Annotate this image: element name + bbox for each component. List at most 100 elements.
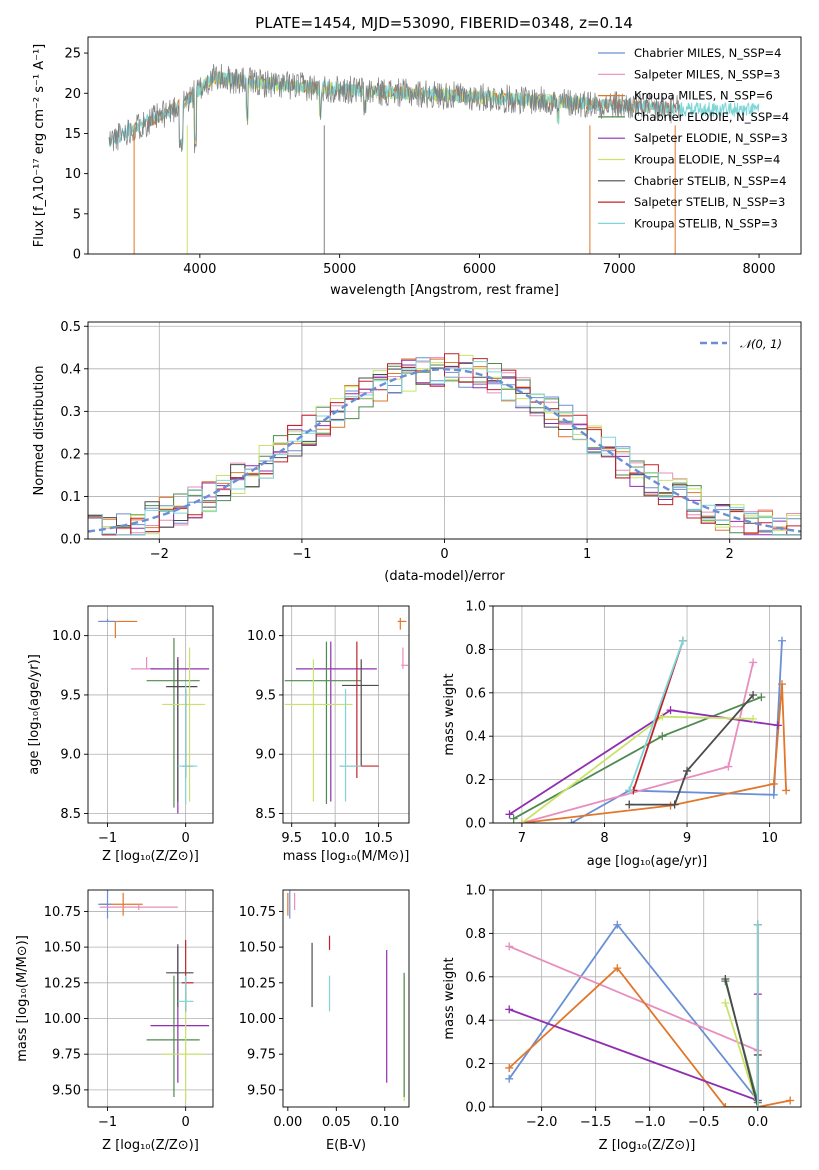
x-tick-label: 0.00 (273, 1115, 302, 1130)
weight-marker-cyan (678, 636, 687, 645)
plot-area (284, 617, 409, 805)
x-axis-label: wavelength [Angstrom, rest frame] (330, 283, 559, 298)
x-axis-label: E(B-V) (326, 1138, 366, 1153)
y-axis-label: mass weight (442, 957, 457, 1039)
x-tick-label: 0 (182, 831, 190, 846)
y-tick-label: 0.4 (465, 1014, 486, 1029)
y-tick-label: 10.25 (239, 976, 276, 991)
x-tick-label: 0 (440, 547, 448, 562)
axes-frame (492, 605, 802, 824)
x-tick-label: −0.5 (688, 1115, 720, 1130)
weight-marker-pink (724, 762, 733, 771)
weight-marker-purple (505, 810, 514, 819)
y-axis-label: mass [log₁₀(M/M⊙)] (15, 935, 30, 1062)
histogram-legend: 𝒩(0, 1) (700, 337, 782, 351)
y-tick-label: 9.0 (60, 748, 81, 763)
age-vs-mass-panel: 9.5 10.0 10.5 8.5 9.0 9.5 10.0 mass [log₁₀(M/M⊙… (247, 605, 410, 864)
y-tick-label: 10.50 (239, 941, 276, 956)
y-tick-label: 0.1 (60, 490, 81, 505)
mass-weight-vs-age-panel: 7 8 9 10 0.0 0.2 0.4 0.6 0.8 1.0 age [log₁₀(age/yr… (442, 600, 802, 869)
y-tick-label: 10.0 (52, 629, 81, 644)
x-axis-label: (data-model)/error (384, 569, 505, 584)
weight-line-yellow (724, 1002, 759, 1107)
x-axis-label: Z [log₁₀(Z/Z⊙)] (102, 1138, 199, 1153)
y-tick-label: 15 (64, 127, 81, 142)
x-tick-label: 9.5 (281, 831, 302, 846)
weight-marker-green (658, 732, 667, 741)
plot-area (98, 890, 210, 1102)
legend-label: Kroupa ELODIE, N_SSP=4 (634, 153, 780, 167)
x-tick-label: −2.0 (526, 1115, 558, 1130)
weight-marker-pink (505, 942, 514, 951)
plot-area (88, 353, 801, 536)
axes-frame (87, 605, 214, 824)
weight-line-blue (570, 640, 783, 823)
y-tick-label: 10.25 (44, 976, 81, 991)
plot-area (505, 636, 791, 823)
weight-line-blue (508, 923, 759, 1102)
y-tick-label: 1.0 (465, 884, 486, 899)
y-tick-label: 25 (64, 47, 81, 62)
x-tick-label: 0.05 (322, 1115, 351, 1130)
axes-frame (492, 889, 802, 1108)
normal-curve (88, 368, 801, 533)
y-tick-label: 0.0 (465, 817, 486, 832)
legend-label: 𝒩(0, 1) (740, 337, 782, 351)
plot-area (98, 619, 210, 814)
y-tick-label: 10.50 (44, 941, 81, 956)
legend-label: Chabrier ELODIE, N_SSP=4 (634, 110, 789, 124)
x-tick-label: −2 (150, 547, 169, 562)
x-axis-label: Z [log₁₀(Z/Z⊙)] (102, 849, 199, 864)
weight-marker-purple (773, 721, 782, 730)
x-tick-label: −1.5 (580, 1115, 612, 1130)
axes-frame (87, 889, 214, 1108)
x-tick-label: 7 (518, 831, 526, 846)
weight-marker-orange (778, 680, 787, 689)
weight-marker-dark (749, 690, 758, 699)
weight-marker-dark (683, 766, 692, 775)
weight-marker-green (509, 814, 518, 823)
y-tick-label: 10.75 (44, 905, 81, 920)
y-tick-label: 0.0 (465, 1101, 486, 1116)
y-tick-label: 0.8 (465, 927, 486, 942)
axes-frame (282, 889, 410, 1108)
legend-label: Chabrier MILES, N_SSP=4 (634, 46, 781, 60)
weight-marker-green (757, 693, 766, 702)
legend-label: Salpeter ELODIE, N_SSP=3 (634, 131, 788, 145)
x-tick-label: 5000 (323, 262, 356, 277)
model-miles-line (133, 71, 678, 150)
y-axis-label: Flux [f_λ10⁻¹⁷ erg cm⁻² s⁻¹ A⁻¹] (32, 44, 47, 248)
plot-area (287, 890, 405, 1102)
y-tick-label: 10.00 (44, 1012, 81, 1027)
mass-weight-vs-metallicity-panel: −2.0 −1.5 −1.0 −0.5 0.0 0.0 0.2 0.4 0.6 0.8 1.0 Z [… (442, 884, 802, 1153)
y-tick-label: 9.50 (247, 1083, 276, 1098)
y-tick-label: 20 (64, 87, 81, 102)
legend-label: Kroupa MILES, N_SSP=6 (634, 89, 773, 103)
y-tick-label: 0.2 (465, 1057, 486, 1072)
axes-frame (282, 605, 410, 824)
y-tick-label: 10.00 (239, 1012, 276, 1027)
weight-marker-blue (613, 920, 622, 929)
x-tick-label: −1 (98, 831, 117, 846)
y-tick-label: 0.2 (465, 773, 486, 788)
legend-label: Kroupa STELIB, N_SSP=3 (634, 216, 778, 230)
weight-marker-blue (778, 636, 787, 645)
x-tick-label: 8 (600, 831, 608, 846)
spectrum-panel: 4000 5000 6000 7000 8000 0 5 10 15 20 25 wavelength… (32, 36, 802, 298)
figure-title: PLATE=1454, MJD=53090, FIBERID=0348, z=0… (255, 14, 633, 32)
x-tick-label: 1 (583, 547, 591, 562)
weight-line-orange (521, 684, 787, 823)
x-tick-label: 0.10 (370, 1115, 399, 1130)
y-tick-label: 8.5 (255, 807, 276, 822)
weight-marker-blue (567, 819, 576, 823)
x-tick-label: 2 (726, 547, 734, 562)
weight-marker-blue (505, 1074, 514, 1083)
weight-marker-blue (769, 790, 778, 799)
mass-vs-ebv-panel: 0.00 0.05 0.10 9.50 9.75 10.00 10.25 10.50 10.75… (239, 889, 410, 1153)
x-tick-label: −1 (98, 1115, 117, 1130)
weight-line-dark (724, 978, 759, 1107)
weight-line-orange (508, 966, 791, 1107)
y-tick-label: 0.0 (60, 533, 81, 548)
y-tick-label: 9.75 (52, 1048, 81, 1063)
